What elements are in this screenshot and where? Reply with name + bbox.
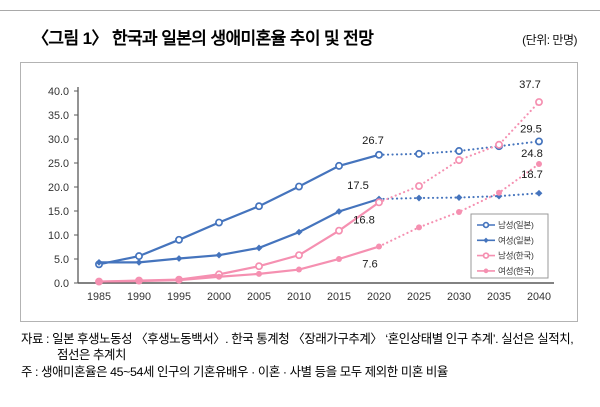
marker-dot: [456, 208, 462, 215]
marker-open-circle: [482, 252, 490, 259]
marker-open-circle: [455, 156, 463, 165]
marker-diamond: [335, 208, 343, 215]
y-tick-label: 20.0: [48, 182, 69, 194]
marker-open-circle: [135, 252, 143, 261]
actual-line: [99, 197, 380, 264]
marker-open-circle: [415, 149, 423, 158]
marker-open-circle: [375, 150, 383, 159]
marker-dot: [496, 189, 502, 196]
actual-line: [98, 153, 380, 266]
marker-dot: [296, 266, 302, 273]
marker-dot: [336, 256, 342, 262]
x-tick-label: 2030: [447, 291, 471, 303]
marker-dot: [216, 273, 222, 280]
footnotes: 자료 : 일본 후생노동성 〈후생노동백서〉. 한국 통계청 〈장래가구추계〉 …: [21, 332, 583, 381]
marker-open-circle: [335, 161, 343, 170]
marker-dot: [483, 268, 489, 274]
data-label: 37.7: [519, 79, 541, 91]
top-divider: [0, 10, 600, 11]
data-label: 29.5: [520, 123, 542, 135]
y-tick-label: 5.0: [54, 254, 69, 266]
marker-open-circle: [375, 198, 383, 207]
x-tick-label: 1985: [87, 291, 111, 303]
marker-diamond: [535, 189, 543, 197]
marker-dot: [256, 270, 262, 277]
data-label: 7.6: [362, 259, 378, 271]
marker-open-circle: [415, 182, 423, 190]
chart-frame: 0.0 5.0 10.0 15.0 20.0 25.0 30.0 35.0 40.0 1985 19…: [20, 62, 578, 322]
data-label: 18.7: [521, 169, 543, 181]
legend-entry-label: 여성(일본): [498, 234, 534, 245]
marker-diamond: [255, 244, 263, 252]
y-tick-label: 10.0: [48, 230, 69, 242]
unit-label: (단위: 만명): [522, 33, 577, 47]
marker-open-circle: [215, 218, 223, 227]
x-tick-label: 2035: [487, 291, 511, 303]
legend-entry-label: 여성(한국): [498, 265, 534, 276]
marker-open-circle: [495, 140, 503, 149]
x-tick-label: 1990: [127, 291, 151, 303]
x-tick-label: 2005: [247, 291, 271, 303]
y-tick-label: 40.0: [48, 86, 69, 98]
forecast-line: [377, 162, 541, 248]
marker-diamond: [135, 258, 143, 266]
data-label: 24.8: [521, 148, 543, 160]
x-tick-label: 2020: [367, 291, 391, 303]
marker-open-circle: [535, 98, 543, 106]
x-tick-label: 2025: [407, 291, 431, 303]
x-tick-label: 2010: [287, 291, 311, 303]
point-labels: 26.7 17.5 16.8 7.6 37.7 29.5 24.8 18.7: [347, 79, 543, 270]
legend-entry-label: 남성(일본): [498, 220, 534, 230]
source-note: 자료 : 일본 후생노동성 〈후생노동백서〉. 한국 통계청 〈장래가구추계〉 …: [21, 332, 574, 362]
marker-diamond: [215, 251, 223, 259]
marker-dot: [136, 278, 142, 285]
marker-diamond: [175, 255, 183, 262]
marker-open-circle: [255, 202, 263, 211]
series-여성(한국): [96, 160, 542, 285]
marker-dot: [176, 277, 182, 284]
axes: 0.0 5.0 10.0 15.0 20.0 25.0 30.0 35.0 40.0 1985 19…: [48, 86, 554, 303]
legend: 남성(일본) 여성(일본) 남성(한국) 여성(한국): [470, 213, 549, 279]
y-tick-label: 0.0: [54, 278, 69, 290]
marker-open-circle: [335, 226, 343, 235]
marker-open-circle: [175, 235, 183, 244]
data-label: 16.8: [353, 214, 375, 226]
header: 〈그림 1〉 한국과 일본의 생애미혼율 추이 및 전망 (단위: 만명): [32, 24, 577, 49]
y-tick-label: 35.0: [48, 110, 69, 122]
actual-line: [98, 245, 380, 283]
marker-open-circle: [295, 182, 303, 191]
marker-diamond: [95, 258, 103, 266]
x-tick-label: 2040: [527, 291, 551, 303]
marker-diamond: [455, 194, 463, 201]
marker-dot: [376, 243, 382, 250]
line-chart: 0.0 5.0 10.0 15.0 20.0 25.0 30.0 35.0 40.0 1985 19…: [48, 79, 554, 303]
marker-diamond: [415, 194, 423, 202]
y-tick-label: 15.0: [48, 206, 69, 218]
data-label: 26.7: [362, 135, 384, 147]
data-label: 17.5: [347, 180, 369, 192]
legend-entry-label: 남성(한국): [498, 251, 534, 261]
marker-diamond: [495, 192, 503, 200]
marker-open-circle: [255, 262, 263, 271]
marker-dot: [96, 278, 102, 285]
marker-open-circle: [295, 251, 303, 260]
marker-dot: [536, 160, 542, 167]
x-tick-label: 1995: [167, 291, 191, 303]
marker-dot: [416, 224, 422, 231]
y-tick-label: 25.0: [48, 158, 69, 170]
x-tick-label: 2000: [207, 291, 231, 303]
y-tick-label: 30.0: [48, 134, 69, 146]
marker-open-circle: [455, 147, 463, 155]
x-tick-label: 2015: [327, 291, 351, 303]
method-note: 주 : 생애미혼율은 45~54세 인구의 기혼유배우 · 이혼 · 사별 등을…: [21, 364, 448, 379]
marker-open-circle: [535, 137, 543, 146]
marker-diamond: [483, 237, 489, 243]
marker-diamond: [295, 228, 303, 236]
figure-title: 〈그림 1〉 한국과 일본의 생애미혼율 추이 및 전망: [32, 29, 374, 48]
marker-open-circle: [482, 221, 490, 229]
